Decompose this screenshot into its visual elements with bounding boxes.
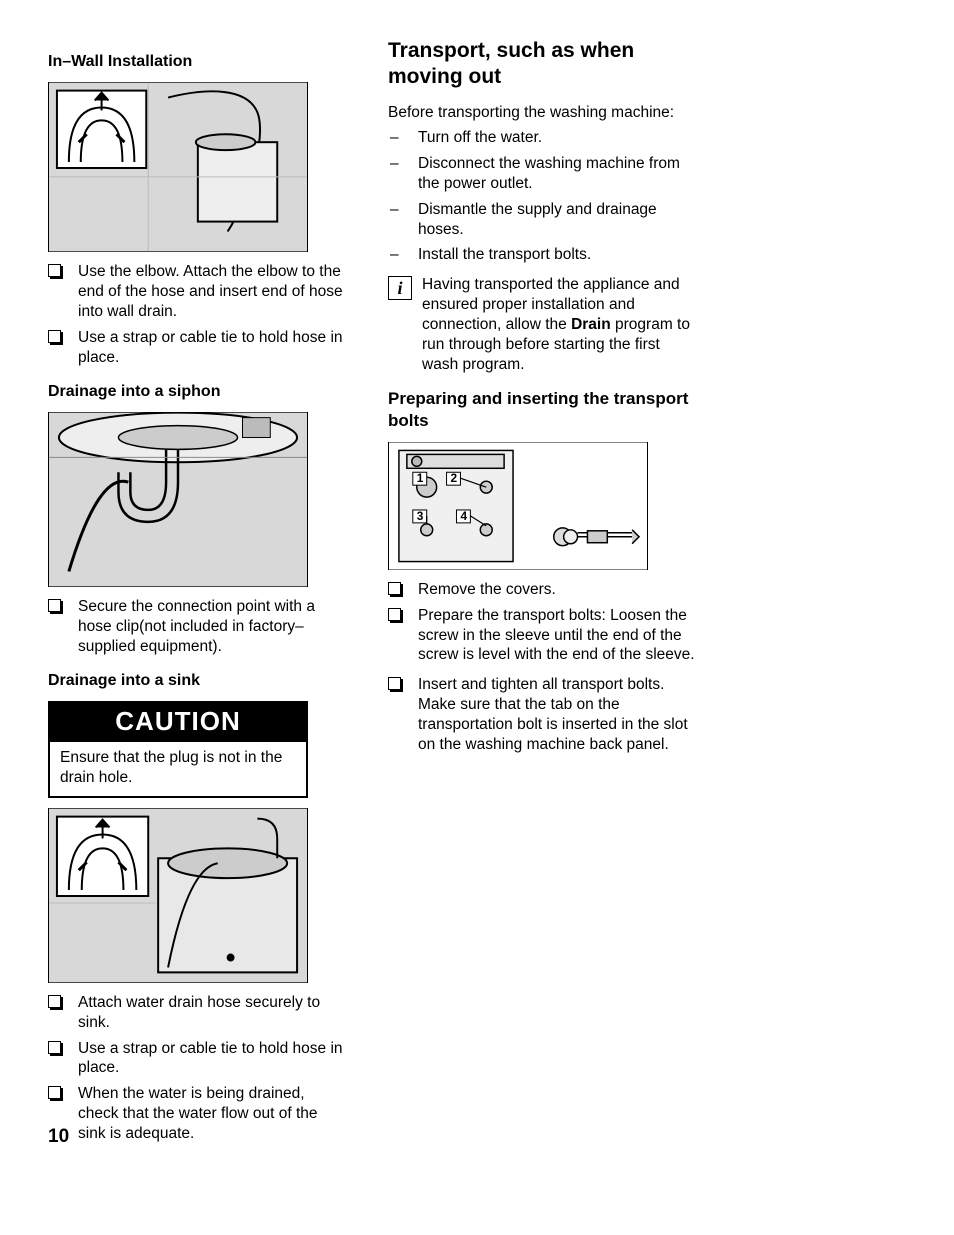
list-item-text: Secure the connection point with a hose … xyxy=(78,598,315,655)
heading-prepare-bolts: Preparing and inserting the transport bo… xyxy=(388,388,698,432)
checkbox-icon xyxy=(388,608,401,621)
list-item: When the water is being drained, check t… xyxy=(48,1084,348,1143)
list-item-text: When the water is being drained, check t… xyxy=(78,1085,318,1142)
list-item: Insert and tighten all transport bolts. … xyxy=(388,675,698,754)
svg-text:3: 3 xyxy=(417,509,424,523)
heading-transport: Transport, such as when moving out xyxy=(388,38,698,91)
list-item-text: Use a strap or cable tie to hold hose in… xyxy=(78,1040,343,1077)
list-item: Use a strap or cable tie to hold hose in… xyxy=(48,1039,348,1079)
checkbox-icon xyxy=(388,677,401,690)
right-column: Transport, such as when moving out Befor… xyxy=(388,38,698,1154)
list-item: Secure the connection point with a hose … xyxy=(48,597,348,656)
page-number: 10 xyxy=(48,1125,69,1149)
left-column: In–Wall Installation xyxy=(48,38,348,1154)
list-item-text: Use the elbow. Attach the elbow to the e… xyxy=(78,263,343,320)
checkbox-icon xyxy=(48,330,61,343)
list-inwall: Use the elbow. Attach the elbow to the e… xyxy=(48,262,348,367)
figure-sink xyxy=(48,808,308,983)
svg-text:4: 4 xyxy=(460,509,467,523)
info-icon: i xyxy=(388,276,412,300)
list-item-text: Install the transport bolts. xyxy=(418,246,591,263)
list-item-text: Remove the covers. xyxy=(418,581,556,598)
checkbox-icon xyxy=(48,1086,61,1099)
list-bolts: Remove the covers. Prepare the transport… xyxy=(388,580,698,755)
list-before-transport: Turn off the water. Disconnect the washi… xyxy=(388,128,698,265)
checkbox-icon xyxy=(388,582,401,595)
figure-siphon xyxy=(48,412,308,587)
list-siphon: Secure the connection point with a hose … xyxy=(48,597,348,656)
list-item: Dismantle the supply and drainage hoses. xyxy=(388,200,698,240)
page-content: In–Wall Installation xyxy=(48,38,912,1154)
figure-inwall xyxy=(48,82,308,252)
caution-body: Ensure that the plug is not in the drain… xyxy=(50,742,306,796)
list-item-text: Use a strap or cable tie to hold hose in… xyxy=(78,329,343,366)
list-item-text: Attach water drain hose securely to sink… xyxy=(78,994,320,1031)
list-item: Prepare the transport bolts: Loosen the … xyxy=(388,606,698,665)
list-item-text: Dismantle the supply and drainage hoses. xyxy=(418,201,657,238)
checkbox-icon xyxy=(48,599,61,612)
transport-intro: Before transporting the washing machine: xyxy=(388,103,698,123)
checkbox-icon xyxy=(48,1041,61,1054)
list-sink: Attach water drain hose securely to sink… xyxy=(48,993,348,1144)
heading-sink: Drainage into a sink xyxy=(48,671,348,691)
list-item-text: Insert and tighten all transport bolts. … xyxy=(418,676,688,752)
info-text: Having transported the appliance and ens… xyxy=(422,275,698,374)
list-item: Disconnect the washing machine from the … xyxy=(388,154,698,194)
list-item: Turn off the water. xyxy=(388,128,698,148)
figure-transport-bolts: 1 2 3 4 xyxy=(388,442,648,570)
heading-siphon: Drainage into a siphon xyxy=(48,382,348,402)
list-item: Attach water drain hose securely to sink… xyxy=(48,993,348,1033)
caution-box: CAUTION Ensure that the plug is not in t… xyxy=(48,701,308,798)
heading-inwall: In–Wall Installation xyxy=(48,52,348,72)
list-item: Remove the covers. xyxy=(388,580,698,600)
caution-title: CAUTION xyxy=(50,703,306,742)
checkbox-icon xyxy=(48,264,61,277)
info-note: i Having transported the appliance and e… xyxy=(388,275,698,374)
list-item-text: Turn off the water. xyxy=(418,129,542,146)
svg-text:1: 1 xyxy=(417,471,424,485)
checkbox-icon xyxy=(48,995,61,1008)
list-item: Use the elbow. Attach the elbow to the e… xyxy=(48,262,348,321)
list-item-text: Prepare the transport bolts: Loosen the … xyxy=(418,607,695,664)
svg-text:2: 2 xyxy=(451,471,458,485)
list-item: Install the transport bolts. xyxy=(388,245,698,265)
list-item: Use a strap or cable tie to hold hose in… xyxy=(48,328,348,368)
list-item-text: Disconnect the washing machine from the … xyxy=(418,155,680,192)
